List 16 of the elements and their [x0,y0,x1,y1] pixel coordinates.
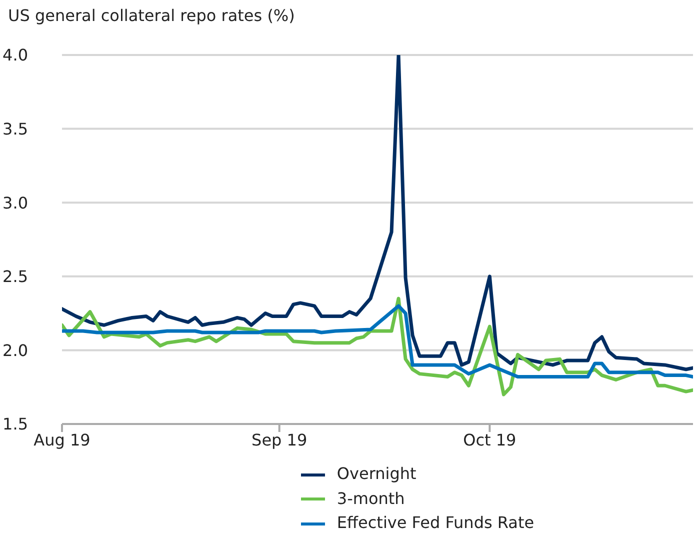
line-series [62,304,693,379]
y-tick-label: 2.5 [2,267,28,286]
x-tick-label: Sep 19 [252,430,308,450]
line-series [62,296,693,396]
y-tick-label: 1.5 [2,414,28,434]
y-tick-label: 2.0 [2,340,28,360]
y-tick-label: 3.5 [2,119,28,138]
legend-label: Effective Fed Funds Rate [336,513,534,532]
x-tick-label: Aug 19 [34,430,90,450]
legend-label: 3-month [336,488,405,508]
line-series [62,55,693,372]
x-tick-label: Oct 19 [463,430,516,450]
legend-label: Overnight [336,464,416,483]
y-tick-label: 4.0 [2,46,28,65]
y-tick-label: 3.0 [2,193,28,212]
chart-title: US general collateral repo rates (%) [8,6,295,25]
